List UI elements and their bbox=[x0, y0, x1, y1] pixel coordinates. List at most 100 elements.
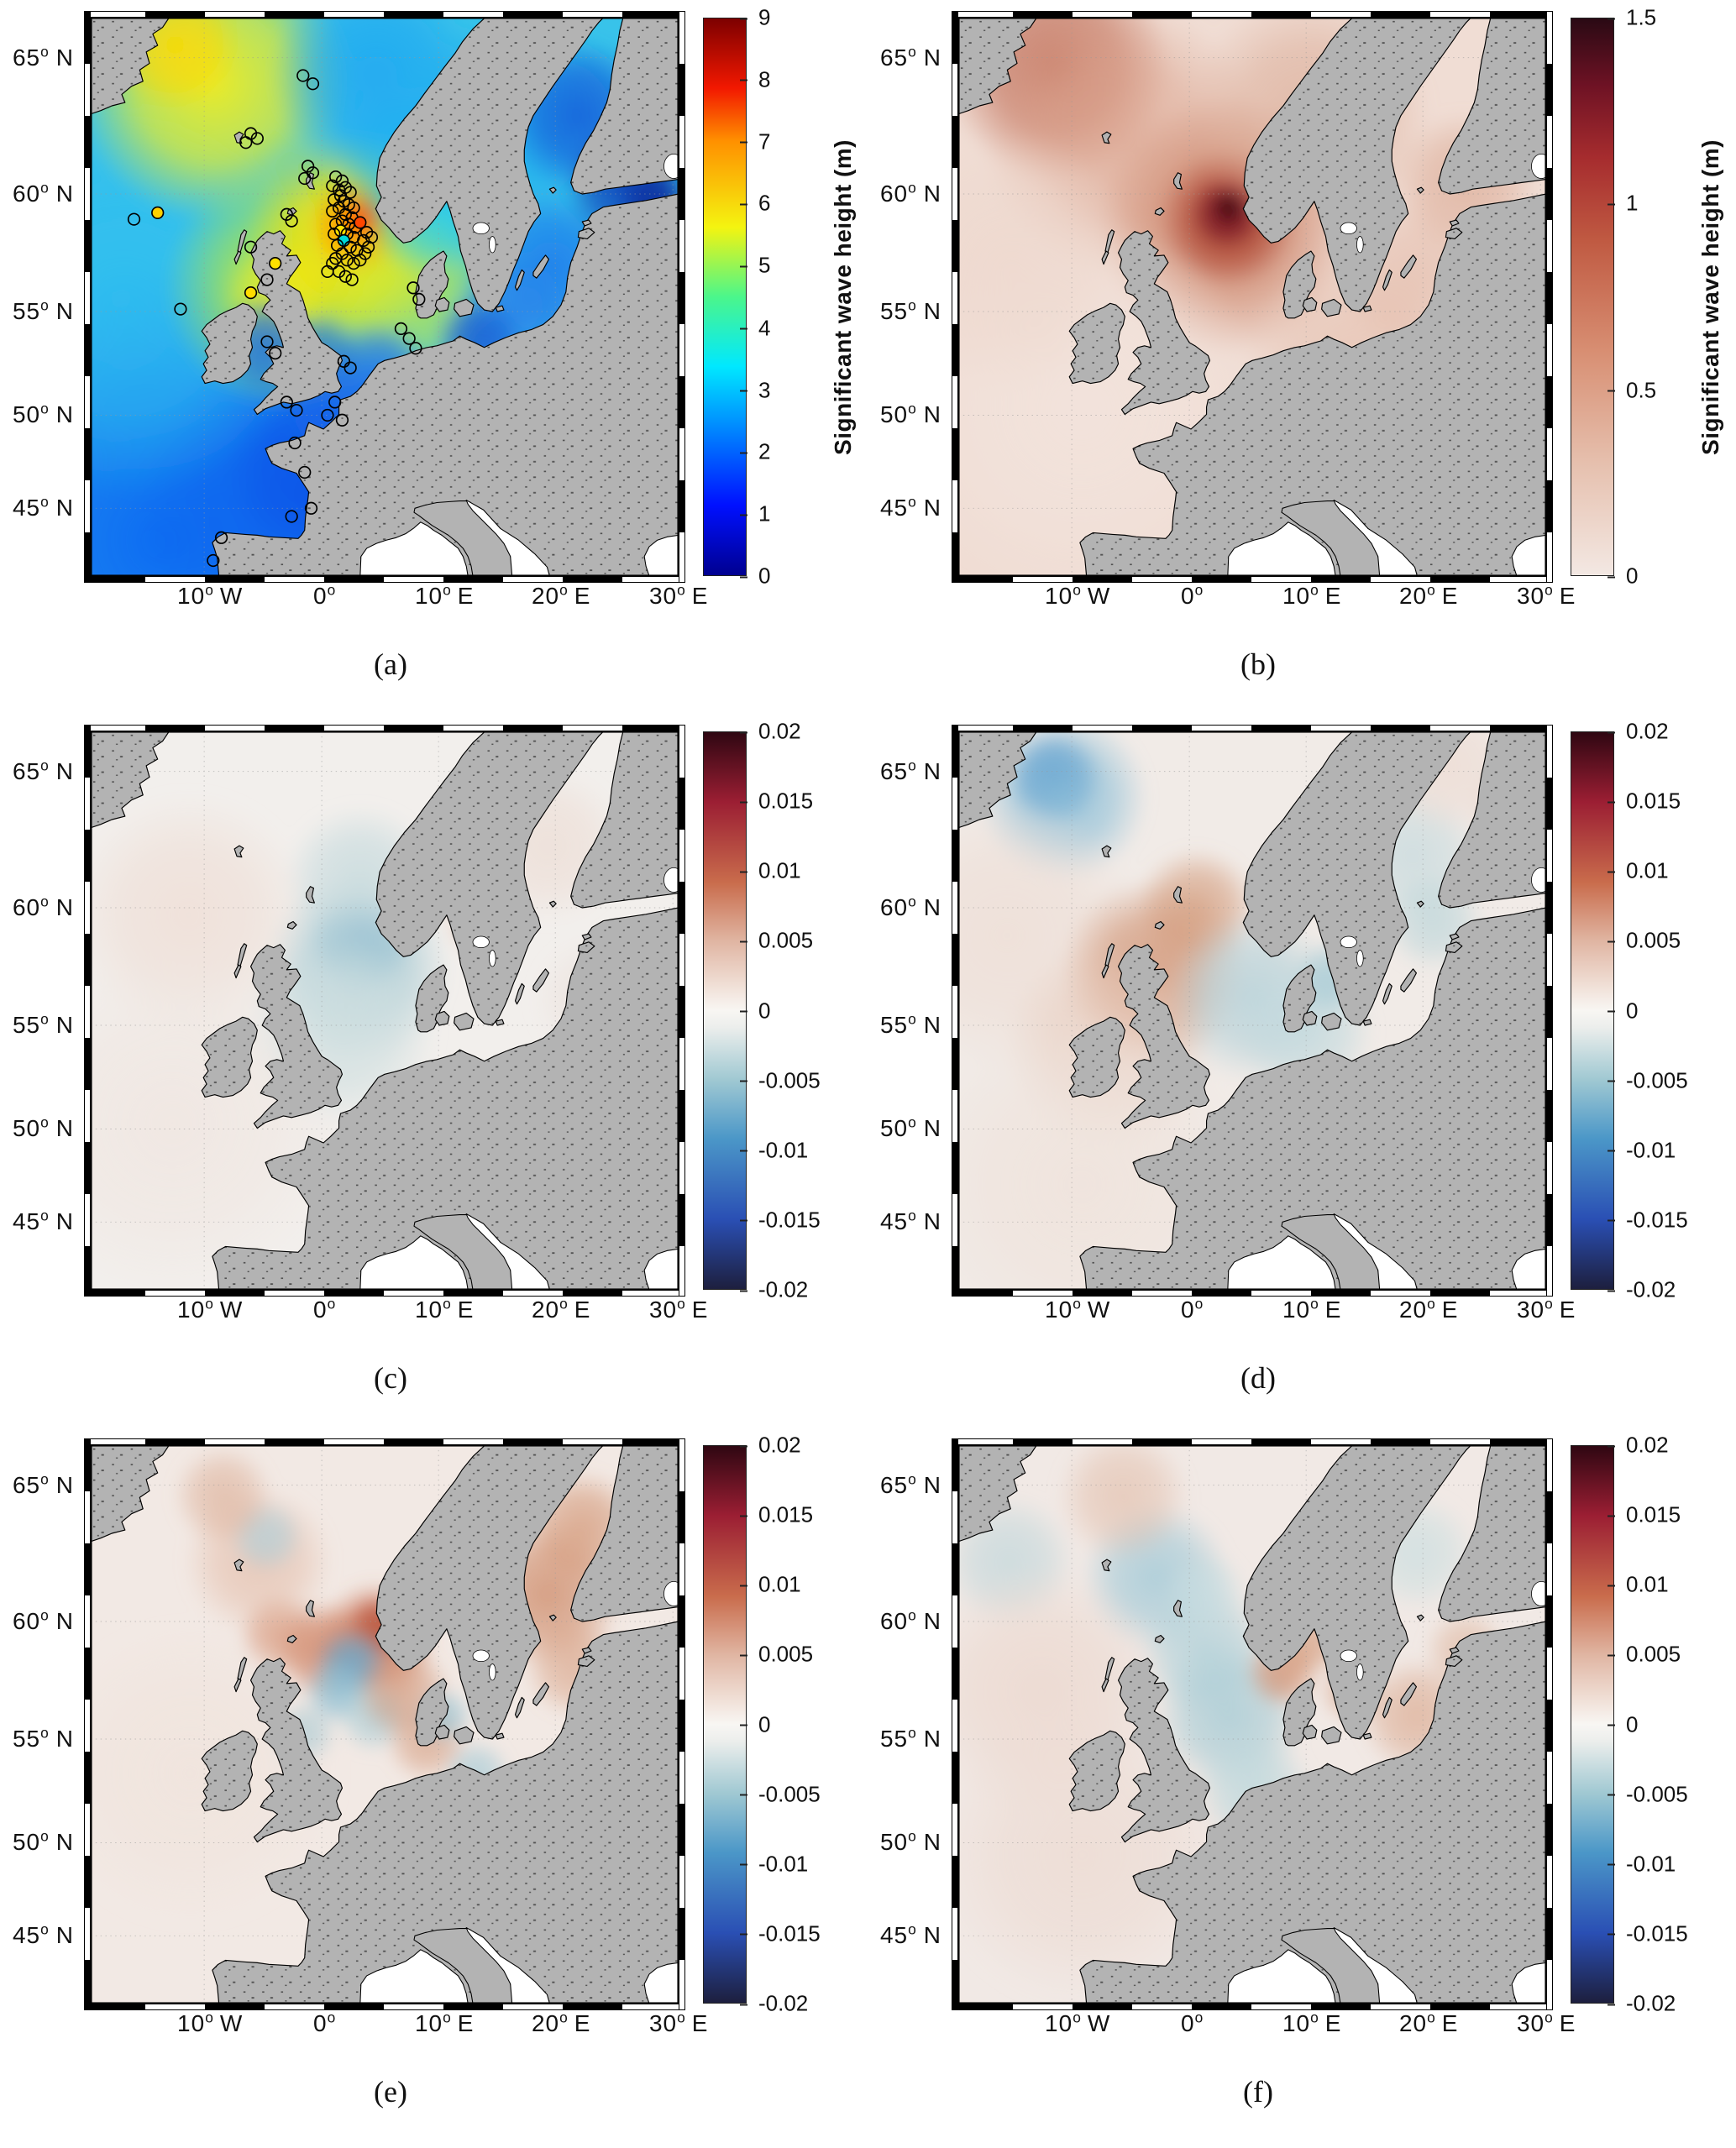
observation-site-marker bbox=[340, 254, 354, 267]
degree-symbol: o bbox=[908, 1606, 917, 1624]
lat-tick-label: 45o N bbox=[13, 495, 74, 521]
map-canvas bbox=[958, 731, 1546, 1290]
lat-tick-value: 55 bbox=[879, 1011, 909, 1038]
lat-tick-value: 55 bbox=[879, 1725, 909, 1752]
degree-symbol: o bbox=[908, 1114, 917, 1132]
colorbar: -0.02 -0.015 -0.01 -0.005 0 0.005 0.01 0.015 0.0… bbox=[1571, 719, 1730, 1302]
observation-site-marker bbox=[359, 226, 374, 239]
degree-symbol: o bbox=[40, 1208, 50, 1224]
lon-tick-value: 10 bbox=[177, 1297, 206, 1323]
map-frame-right bbox=[679, 725, 685, 1297]
lon-tick-label: 10o E bbox=[415, 1297, 475, 1323]
degree-symbol: o bbox=[1545, 581, 1554, 599]
lat-tick-hemisphere: N bbox=[55, 757, 74, 784]
lon-tick-direction: E bbox=[457, 1297, 475, 1323]
lat-tick-label: 45o N bbox=[880, 495, 941, 521]
observation-site-marker bbox=[207, 553, 220, 568]
observation-site-marker bbox=[328, 228, 341, 241]
lat-tick-value: 55 bbox=[12, 1011, 41, 1038]
colorbar-tick-label: -0.01 bbox=[739, 1851, 808, 1877]
panel-e: 65o N 60o N 55o N 50o N 45o N -0.02 -0.015 -0.01 -0.… bbox=[5, 1433, 858, 2109]
observation-site-marker bbox=[326, 179, 339, 192]
observation-site-marker bbox=[269, 346, 282, 360]
map-canvas bbox=[958, 18, 1546, 576]
observation-site-marker bbox=[332, 201, 346, 215]
lat-tick-hemisphere: N bbox=[923, 1011, 941, 1038]
degree-symbol: o bbox=[1073, 1295, 1082, 1312]
lat-tick-hemisphere: N bbox=[55, 44, 74, 71]
lon-tick-label: 20o E bbox=[532, 583, 591, 610]
observation-site-marker bbox=[394, 322, 408, 336]
lat-tick-value: 50 bbox=[879, 401, 909, 428]
colorbar-gradient-bar bbox=[1571, 731, 1614, 1290]
latitude-axis: 65o N 60o N 55o N 50o N 45o N bbox=[5, 1445, 82, 2004]
colorbar-tick-label: -0.015 bbox=[1608, 1920, 1688, 1946]
lon-tick-direction: W bbox=[1087, 583, 1111, 609]
plot-row: 65o N 60o N 55o N 50o N 45o N -0.02 -0.015 -0.01 -0.… bbox=[5, 719, 858, 1302]
observation-site-marker bbox=[288, 436, 302, 450]
lon-tick-label: 30o E bbox=[649, 1297, 709, 1323]
lon-tick-direction: E bbox=[1441, 2010, 1459, 2036]
lon-tick-value: 10 bbox=[1045, 583, 1073, 609]
lat-tick-label: 50o N bbox=[880, 1115, 941, 1142]
lat-tick-label: 60o N bbox=[880, 1608, 941, 1635]
panel-b: 65o N 60o N 55o N 50o N 45o N 0 0.5 1 1.5 Significan… bbox=[873, 5, 1725, 682]
observation-site-marker bbox=[214, 531, 228, 544]
degree-symbol: o bbox=[40, 893, 50, 910]
lat-tick-value: 45 bbox=[12, 1922, 41, 1949]
colorbar-tick-label: 0.005 bbox=[739, 1642, 813, 1668]
degree-symbol: o bbox=[1194, 581, 1204, 599]
observation-site-marker bbox=[127, 212, 141, 226]
lon-tick-direction: W bbox=[219, 1297, 244, 1323]
colorbar-tick-label: 8 bbox=[739, 66, 770, 92]
observation-site-marker bbox=[321, 408, 334, 422]
lon-tick-direction: E bbox=[1441, 1297, 1459, 1323]
lat-tick-label: 60o N bbox=[13, 181, 74, 207]
land-layer bbox=[91, 1445, 679, 2004]
map-frame-top bbox=[85, 11, 684, 18]
panel-caption: (b) bbox=[1240, 647, 1276, 681]
lat-tick-hemisphere: N bbox=[55, 1011, 74, 1038]
degree-symbol: o bbox=[40, 1724, 50, 1742]
land-layer bbox=[91, 18, 679, 576]
lon-tick-label: 30o E bbox=[1517, 2010, 1576, 2037]
lat-tick-label: 50o N bbox=[13, 401, 74, 428]
lat-tick-label: 65o N bbox=[13, 1472, 74, 1499]
colorbar-label-column: Significant wave height (m) bbox=[824, 18, 863, 576]
map-frame-right bbox=[1546, 725, 1553, 1297]
map-frame-right bbox=[1546, 11, 1553, 583]
colorbar-ticks: -0.02 -0.015 -0.01 -0.005 0 0.005 0.01 0.015 0.0… bbox=[739, 719, 824, 1302]
lon-tick-label: 0o bbox=[1181, 2010, 1209, 2037]
lat-tick-value: 45 bbox=[879, 1208, 909, 1235]
observation-site-marker bbox=[326, 204, 339, 218]
colorbar-tick-label: 0.02 bbox=[1608, 1433, 1669, 1459]
degree-symbol: o bbox=[40, 401, 50, 418]
colorbar-tick-label: 0.02 bbox=[1608, 719, 1669, 745]
lon-tick-label: 20o E bbox=[532, 1297, 591, 1323]
colorbar-tick-label: 0.005 bbox=[1607, 928, 1681, 954]
colorbar-tick-label: -0.005 bbox=[740, 1067, 821, 1093]
lon-tick-direction: E bbox=[691, 2010, 709, 2036]
lat-tick-hemisphere: N bbox=[923, 894, 941, 920]
colorbar-tick-label: 1.5 bbox=[1607, 5, 1656, 31]
lat-tick-value: 45 bbox=[12, 1208, 41, 1235]
lat-tick-hemisphere: N bbox=[923, 297, 941, 324]
lon-tick-label: 10o W bbox=[177, 1297, 243, 1323]
degree-symbol: o bbox=[1545, 2009, 1554, 2026]
degree-symbol: o bbox=[40, 43, 50, 60]
lat-tick-hemisphere: N bbox=[55, 1829, 74, 1856]
observation-site-marker bbox=[239, 136, 253, 149]
colorbar-tick-label: -0.005 bbox=[1608, 1781, 1688, 1807]
out-of-domain-sea bbox=[1227, 153, 1546, 576]
degree-symbol: o bbox=[908, 1921, 917, 1938]
map-area bbox=[84, 1438, 685, 2010]
longitude-axis: 10o W 0o 10o E 20o E 30o E bbox=[964, 1290, 1575, 1339]
degree-symbol: o bbox=[908, 43, 917, 60]
colorbar-label-column bbox=[824, 1445, 863, 2004]
colorbar-axis-label: Significant wave height (m) bbox=[1697, 139, 1723, 455]
degree-symbol: o bbox=[908, 1470, 917, 1488]
observation-site-marker bbox=[365, 230, 379, 244]
lon-tick-direction: W bbox=[1087, 1297, 1111, 1323]
lon-tick-direction: E bbox=[1559, 583, 1576, 609]
observation-site-marker bbox=[298, 171, 312, 186]
